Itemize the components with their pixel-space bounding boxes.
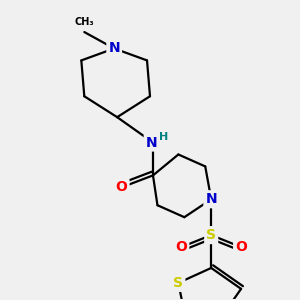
Text: N: N <box>146 136 157 149</box>
Text: N: N <box>206 192 217 206</box>
Text: N: N <box>108 41 120 56</box>
Text: CH₃: CH₃ <box>74 17 94 27</box>
Text: O: O <box>176 240 187 254</box>
Text: O: O <box>116 180 127 194</box>
Text: H: H <box>159 132 168 142</box>
Text: O: O <box>235 240 247 254</box>
Text: S: S <box>206 228 216 242</box>
Text: S: S <box>173 276 183 290</box>
